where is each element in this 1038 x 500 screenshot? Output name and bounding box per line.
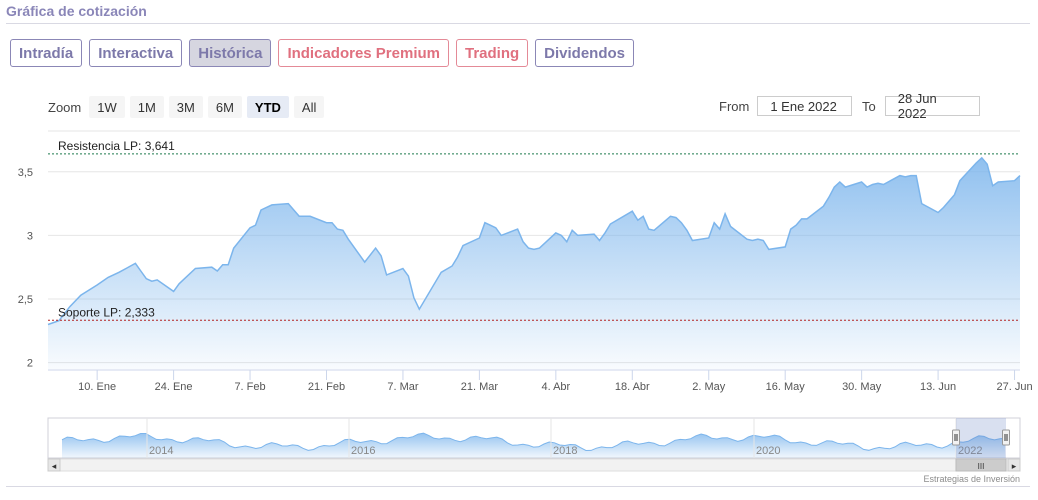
page-title: Gráfica de cotización (6, 3, 147, 19)
navigator-year-label: 2016 (351, 445, 375, 457)
navigator-left-handle[interactable] (952, 429, 960, 446)
range-to-label: To (862, 98, 876, 114)
x-tick-label: 2. May (692, 381, 726, 393)
navigator-year-label: 2018 (553, 445, 577, 457)
x-tick-label: 24. Ene (155, 381, 193, 393)
tab-dividendos[interactable]: Dividendos (535, 39, 635, 67)
bottom-divider (6, 486, 1030, 487)
navigator-year-label: 2022 (958, 445, 982, 457)
x-tick-label: 7. Feb (234, 381, 265, 393)
y-tick-label: 2,5 (18, 294, 33, 306)
range-from-label: From (719, 98, 750, 114)
zoom-all-button[interactable]: All (293, 96, 325, 118)
scrollbar-track[interactable] (47, 458, 1021, 472)
price-line (47, 156, 1021, 326)
x-axis: 10. Ene 24. Ene 7. Feb 21. Feb 7. Mar 21. Mar… (48, 369, 1033, 393)
scrollbar-thumb[interactable] (955, 458, 1007, 472)
x-tick-label: 18. Abr (615, 381, 650, 393)
credits: Estrategias de Inversión (923, 474, 1020, 484)
tab-historica[interactable]: Histórica (189, 39, 272, 67)
navigator-year-label: 2020 (756, 445, 780, 457)
support-label: Soporte LP: 2,333 (58, 305, 155, 319)
navigator-selection[interactable] (956, 418, 1006, 458)
y-axis-ticks: 2 2,5 3 3,5 (18, 167, 33, 370)
navigator-line (61, 432, 1006, 452)
y-tick-label: 3 (27, 230, 33, 242)
chart-tabs: Intradía Interactiva Histórica Indicador… (10, 39, 635, 67)
navigator-area (62, 433, 1005, 458)
scrollbar-left-button[interactable] (47, 458, 61, 472)
support-resistance-lines: Resistencia LP: 3,641 Soporte LP: 2,333 (48, 139, 1020, 321)
scroll-right-arrow-icon: ▸ (1012, 462, 1017, 472)
x-tick-label: 16. May (766, 381, 806, 393)
tab-indicadores-premium[interactable]: Indicadores Premium (278, 39, 449, 67)
navigator-right-handle[interactable] (1002, 429, 1010, 446)
x-tick-label: 7. Mar (387, 381, 419, 393)
x-tick-label: 21. Mar (461, 381, 499, 393)
tab-interactiva[interactable]: Interactiva (89, 39, 183, 67)
range-from-input[interactable]: 1 Ene 2022 (757, 96, 853, 116)
zoom-6m-button[interactable]: 6M (207, 96, 242, 118)
x-tick-label: 27. Jun (996, 381, 1032, 393)
y-tick-label: 2 (27, 358, 33, 370)
x-tick-label: 30. May (842, 381, 882, 393)
zoom-1m-button[interactable]: 1M (129, 96, 164, 118)
title-divider (6, 23, 1030, 24)
x-tick-label: 4. Abr (541, 381, 570, 393)
scrollbar-grip-icon: III (978, 462, 985, 471)
navigator-year-label: 2014 (149, 445, 173, 457)
scroll-left-arrow-icon: ◂ (52, 462, 57, 472)
zoom-selector: Zoom 1W 1M 3M 6M YTD All (48, 96, 325, 118)
zoom-1w-button[interactable]: 1W (89, 96, 125, 118)
zoom-label: Zoom (48, 99, 82, 115)
tab-intradia[interactable]: Intradía (10, 39, 83, 67)
scrollbar-right-button[interactable] (1007, 458, 1021, 472)
resistance-label: Resistencia LP: 3,641 (58, 139, 175, 153)
x-tick-label: 10. Ene (78, 381, 116, 393)
navigator: 2014 2016 2018 2020 2022 ◂ ▸ III (47, 417, 1021, 472)
price-area (48, 157, 1020, 369)
x-tick-label: 21. Feb (308, 381, 345, 393)
zoom-ytd-button[interactable]: YTD (246, 96, 289, 118)
tab-trading[interactable]: Trading (456, 39, 529, 67)
zoom-3m-button[interactable]: 3M (168, 96, 203, 118)
range-from: From 1 Ene 2022 (719, 96, 853, 116)
y-tick-label: 3,5 (18, 167, 33, 179)
x-tick-label: 13. Jun (920, 381, 956, 393)
